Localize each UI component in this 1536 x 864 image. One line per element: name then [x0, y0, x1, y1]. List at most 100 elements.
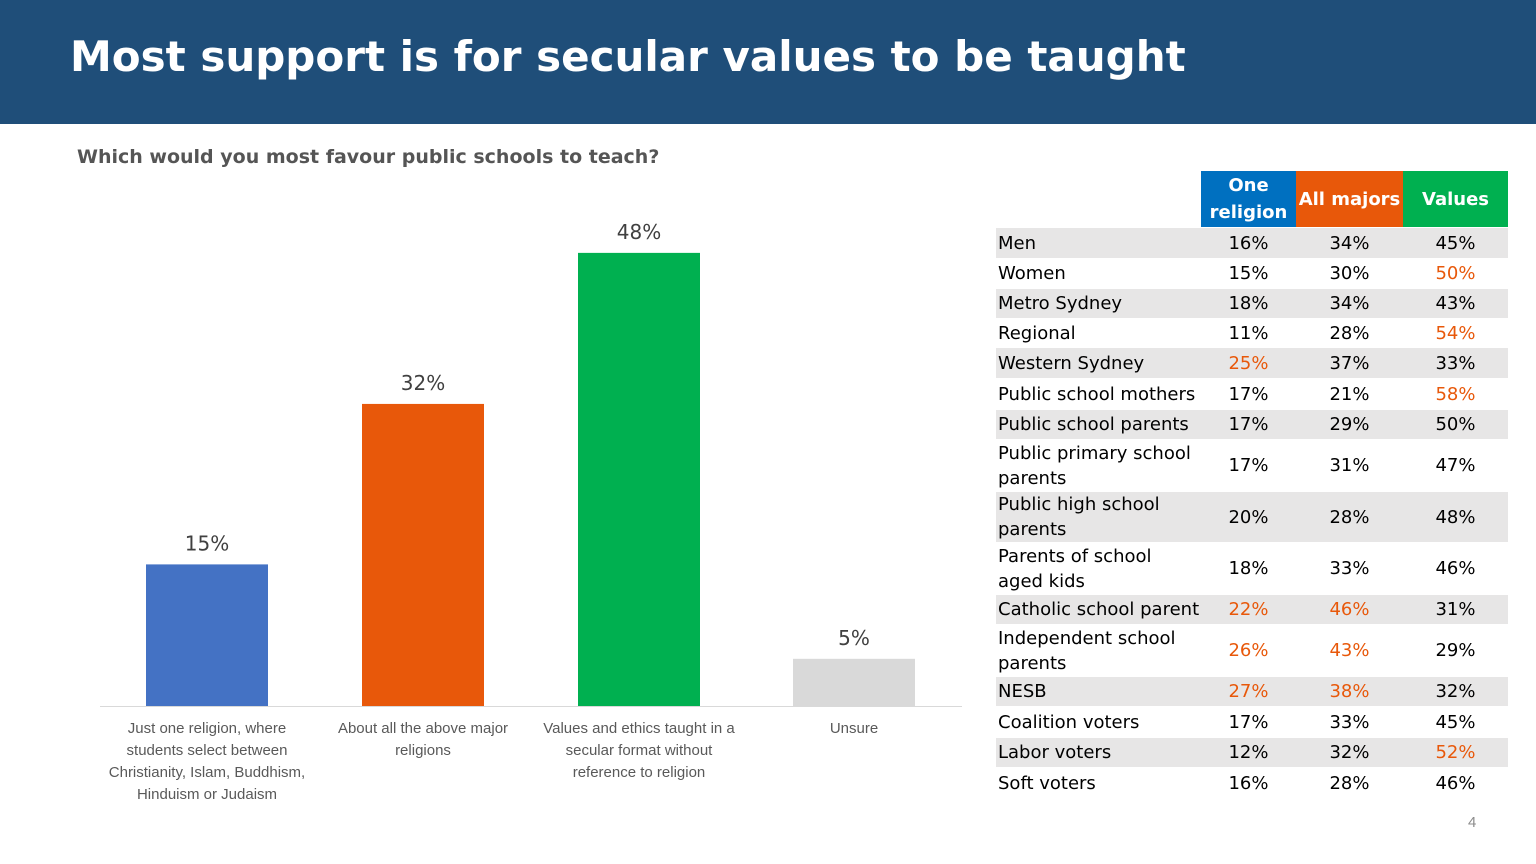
row-value: 32% [1296, 737, 1403, 768]
row-value: 38% [1296, 676, 1403, 707]
data-label: 32% [401, 371, 445, 395]
row-value: 33% [1329, 558, 1370, 579]
row-value: 33% [1403, 347, 1508, 379]
row-label: Independent school parents [998, 627, 1176, 674]
row-value: 47% [1435, 455, 1476, 476]
category-label-line: Just one religion, where [127, 720, 287, 737]
table-row: Men 16% 34% 45% [996, 227, 1508, 259]
category-label-line: Values and ethics taught in a [543, 720, 735, 737]
row-label: Public high school parents [996, 491, 1201, 543]
table-row: Public school parents 17% 29% 50% [996, 409, 1508, 440]
row-value: 43% [1329, 640, 1370, 661]
table-row: Independent school parents 26% 43% 29% [996, 625, 1508, 677]
row-value: 17% [1201, 409, 1296, 440]
row-value: 26% [1228, 640, 1269, 661]
row-value: 18% [1201, 288, 1296, 319]
row-value: 31% [1329, 455, 1370, 476]
table-row: Public high school parents 20% 28% 48% [996, 491, 1508, 543]
table-body: Men 16% 34% 45% Women 15% 30% 50% Metro Sydney 18… [996, 227, 1508, 799]
row-value: 54% [1435, 322, 1476, 344]
table-row: Regional 11% 28% 54% [996, 319, 1508, 348]
table-row: Women 15% 30% 50% [996, 259, 1508, 289]
row-value: 50% [1435, 263, 1476, 284]
row-value: 11% [1228, 322, 1269, 344]
table-header-row: One religion All majors Values [996, 171, 1508, 228]
table-row: Public primary school parents 17% 31% 47% [996, 440, 1508, 492]
data-label: 5% [838, 626, 870, 650]
row-value: 20% [1201, 491, 1296, 543]
table-row: Soft voters 16% 28% 46% [996, 768, 1508, 799]
row-value: 33% [1329, 711, 1370, 733]
row-value: 25% [1201, 347, 1296, 379]
category-label: About all the above major religions [313, 718, 533, 762]
page-number: 4 [1468, 814, 1477, 831]
row-label: Public school parents [996, 409, 1201, 440]
row-label: Coalition voters [998, 711, 1140, 733]
table-header-blank [996, 171, 1201, 228]
category-label: Unsure [744, 718, 964, 740]
row-label: Soft voters [998, 772, 1096, 794]
bar [146, 564, 268, 706]
row-value: 58% [1435, 383, 1476, 405]
category-label-line: About all the above major [337, 720, 509, 737]
header-one-religion: One religion [1201, 171, 1296, 228]
table-row: Metro Sydney 18% 34% 43% [996, 288, 1508, 319]
row-label: Public school mothers [998, 383, 1196, 405]
chart-question: Which would you most favour public schoo… [77, 146, 660, 168]
row-value: 29% [1435, 640, 1476, 661]
category-label: Values and ethics taught in a secular for… [529, 718, 749, 784]
table-row: Public school mothers 17% 21% 58% [996, 379, 1508, 410]
row-value: 46% [1435, 772, 1476, 794]
row-label: Western Sydney [996, 347, 1201, 379]
row-value: 45% [1403, 227, 1508, 259]
row-value: 21% [1329, 383, 1370, 405]
bar [578, 252, 700, 706]
row-value: 16% [1201, 227, 1296, 259]
bar-chart: 15% 32% 48% 5% [100, 220, 962, 707]
row-value: 45% [1435, 711, 1476, 733]
row-value: 18% [1228, 558, 1269, 579]
title-banner: Most support is for secular values to be… [0, 0, 1536, 124]
table-row: Coalition voters 17% 33% 45% [996, 707, 1508, 738]
header-values: Values [1403, 171, 1508, 228]
row-value: 29% [1296, 409, 1403, 440]
row-value: 28% [1296, 491, 1403, 543]
row-value: 34% [1296, 288, 1403, 319]
category-label-line: Unsure [829, 720, 879, 737]
category-label: Just one religion, where students select … [97, 718, 317, 806]
table-row: Catholic school parent 22% 46% 31% [996, 594, 1508, 625]
row-value: 46% [1296, 594, 1403, 625]
row-value: 12% [1201, 737, 1296, 768]
row-label: NESB [996, 676, 1201, 707]
row-value: 22% [1201, 594, 1296, 625]
row-label: Catholic school parent [996, 594, 1201, 625]
row-label: Public primary school parents [998, 442, 1191, 489]
table-row: NESB 27% 38% 32% [996, 676, 1508, 707]
data-label: 15% [185, 531, 229, 555]
row-value: 17% [1228, 711, 1269, 733]
category-label-line: religions [395, 742, 451, 759]
row-value: 32% [1403, 676, 1508, 707]
row-value: 27% [1201, 676, 1296, 707]
row-label: Men [996, 227, 1201, 259]
row-value: 16% [1228, 772, 1269, 794]
row-value: 15% [1228, 263, 1269, 284]
header-all-majors: All majors [1296, 171, 1403, 228]
row-value: 28% [1329, 772, 1370, 794]
row-label: Metro Sydney [996, 288, 1201, 319]
category-label-line: Christianity, Islam, Buddhism, [108, 764, 306, 781]
table-row: Western Sydney 25% 37% 33% [996, 347, 1508, 379]
row-value: 34% [1296, 227, 1403, 259]
category-label-line: students select between [126, 742, 288, 759]
row-value: 30% [1329, 263, 1370, 284]
bar [362, 403, 484, 706]
table-row: Labor voters 12% 32% 52% [996, 737, 1508, 768]
row-value: 46% [1435, 558, 1476, 579]
row-label: Regional [998, 322, 1076, 344]
table-row: Parents of school aged kids 18% 33% 46% [996, 543, 1508, 595]
row-value: 17% [1228, 383, 1269, 405]
row-value: 48% [1403, 491, 1508, 543]
row-value: 52% [1403, 737, 1508, 768]
row-value: 50% [1403, 409, 1508, 440]
row-label: Parents of school aged kids [998, 545, 1152, 592]
